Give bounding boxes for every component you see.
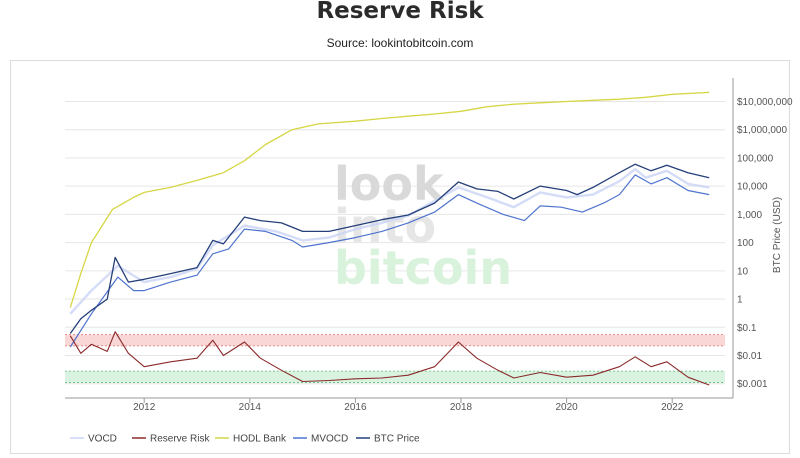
legend-item-hodl-bank[interactable]: HODL Bank (215, 434, 287, 445)
series-line-mvocd (69, 174, 710, 348)
y-tick-label: 1,000 (737, 210, 762, 221)
y-tick-label: 10 (737, 266, 749, 277)
page-subtitle: Source: lookintobitcoin.com (326, 36, 474, 50)
y-tick-label: $0.001 (737, 379, 768, 390)
legend-label: BTC Price (374, 434, 420, 445)
legend-item-reserve-risk[interactable]: Reserve Risk (132, 434, 210, 445)
legend-label: MVOCD (311, 434, 348, 445)
series-line-vocd (69, 168, 710, 315)
watermark: look into bitcoin (334, 157, 512, 295)
y-tick-label: 100 (737, 238, 754, 249)
y-tick-label: 100,000 (737, 153, 774, 164)
legend-label: HODL Bank (233, 434, 287, 445)
page-title: Reserve Risk (316, 0, 484, 24)
legend-label: Reserve Risk (150, 434, 210, 445)
y-tick-label: $10,000,000 (737, 97, 793, 108)
x-tick-label: 2022 (661, 402, 684, 413)
legend-item-vocd[interactable]: VOCD (70, 434, 117, 445)
series-line-reserve-risk (69, 331, 710, 386)
legend-item-btc-price[interactable]: BTC Price (356, 434, 420, 445)
y-tick-label: $1,000,000 (737, 125, 787, 136)
legend-label: VOCD (88, 434, 117, 445)
series-line-hodl-bank (69, 91, 710, 308)
y-axis-title: BTC Price (USD) (772, 197, 783, 273)
legend: VOCD Reserve Risk HODL Bank MVOCD BTC Price (70, 434, 420, 445)
x-tick-label: 2012 (133, 402, 156, 413)
watermark-line1: look (334, 157, 445, 211)
risk-bands (65, 334, 725, 383)
y-tick-label: $0.1 (737, 323, 757, 334)
y-tick-label: 1 (737, 295, 743, 306)
high-risk-band (65, 334, 725, 346)
y-tick-label: 10,000 (737, 182, 768, 193)
watermark-line3: bitcoin (334, 241, 512, 295)
series-lines (69, 91, 710, 386)
x-tick-label: 2016 (344, 402, 367, 413)
series-line-btc-price (69, 163, 710, 334)
x-tick-label: 2020 (555, 402, 578, 413)
chart-frame (10, 60, 790, 454)
axes: $0.001 $0.01 $0.1 1 10 100 1,000 10,000 100,000 $… (65, 78, 793, 413)
x-tick-label: 2018 (450, 402, 473, 413)
legend-item-mvocd[interactable]: MVOCD (293, 434, 348, 445)
x-tick-label: 2014 (239, 402, 262, 413)
y-tick-label: $0.01 (737, 351, 762, 362)
